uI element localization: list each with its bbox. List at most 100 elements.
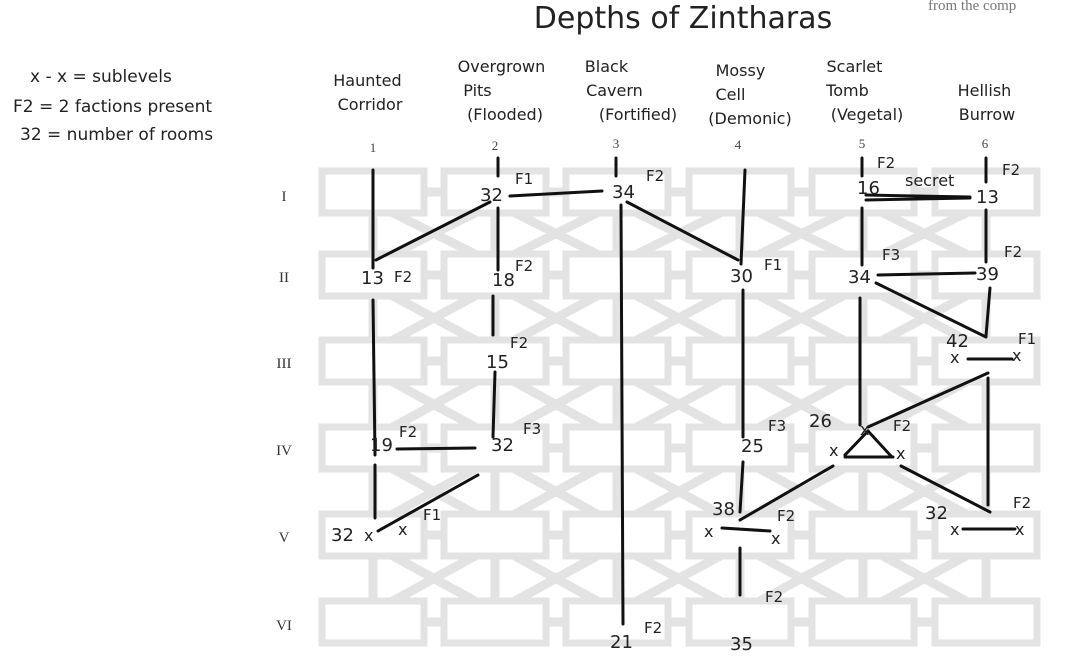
- connection-line: [866, 371, 990, 429]
- column-5-name: Scarlet Tomb (Vegetal): [825, 57, 903, 124]
- faction-tag: F3: [882, 246, 900, 264]
- grid-room-box: [685, 336, 795, 386]
- grid-room-box: [808, 336, 918, 386]
- faction-tag: F1: [764, 256, 782, 274]
- map-title: Depths of Zintharas: [534, 1, 832, 36]
- grid-room-box: [562, 336, 672, 386]
- grid-lattice-line: [512, 378, 600, 431]
- grid-lattice-line: [634, 552, 723, 605]
- faction-tag: F2: [877, 154, 895, 172]
- connection-line: [738, 464, 835, 522]
- room-count: 35: [730, 634, 753, 655]
- room-count: 30: [730, 266, 753, 287]
- grid-room-box: [685, 167, 795, 217]
- legend: x - x = sublevels F2 = 2 factions presen…: [13, 67, 213, 145]
- connection-line: [843, 429, 870, 457]
- grid-lattice-line: [634, 465, 723, 518]
- grid-lattice-line: [390, 208, 478, 259]
- room-count: 34: [848, 267, 871, 288]
- grid-lattice-line: [634, 378, 723, 431]
- column-1-name: Haunted Corridor: [333, 71, 406, 114]
- grid-lattice-line: [757, 378, 846, 431]
- row-label-3: III: [277, 356, 292, 372]
- column-number-4: 4: [735, 137, 742, 152]
- connection-line: [720, 526, 772, 533]
- faction-tag: F1: [423, 506, 441, 524]
- connection-line: [864, 196, 972, 202]
- grid-room-box: [440, 510, 550, 560]
- grid-room-box: [685, 250, 795, 300]
- room-count: 21: [610, 632, 633, 653]
- cropped-corner-text: from the comp: [928, 0, 1016, 14]
- grid-room-box: [808, 597, 918, 647]
- grid-room-box: [808, 423, 918, 473]
- legend-rooms: 32 = number of rooms: [20, 125, 213, 145]
- faction-tag: F2: [394, 268, 412, 286]
- grid-room-box: [562, 250, 672, 300]
- grid-lattice-line: [390, 292, 478, 344]
- room-count: 38: [712, 499, 735, 520]
- grid-lattice-line: [635, 208, 722, 259]
- faction-tag: F2: [1004, 243, 1022, 261]
- faction-tag: F2: [765, 588, 783, 606]
- grid-lattice-line: [758, 208, 845, 259]
- room-annotations: 32 F1 34 F2 16 F2 secret 13 F2 13 F2 18 …: [331, 154, 1036, 655]
- grid-room-box: [318, 597, 428, 647]
- sublevel-mark: x: [1015, 520, 1024, 539]
- grid-lattice-line: [757, 465, 846, 518]
- room-count: 19: [370, 435, 393, 456]
- faction-tag: F2: [515, 257, 533, 275]
- grid-room-box: [562, 510, 672, 560]
- column-4-name: Mossy Cell (Demonic): [708, 61, 791, 128]
- grid-lattice-line: [880, 552, 969, 605]
- faction-tag: F3: [768, 417, 786, 435]
- room-count: 32: [331, 525, 354, 546]
- grid-lattice-line: [512, 292, 600, 344]
- sublevel-mark: x: [950, 520, 959, 539]
- column-number-5: 5: [859, 136, 866, 151]
- column-2-name: Overgrown Pits (Flooded): [458, 57, 551, 124]
- connection-line: [874, 281, 988, 339]
- column-headers: Haunted Corridor Overgrown Pits (Flooded…: [333, 57, 1015, 128]
- room-count: 26: [809, 411, 832, 432]
- room-grid: [318, 167, 1041, 647]
- grid-lattice-line: [757, 292, 846, 344]
- sublevel-mark: x: [364, 526, 373, 545]
- sublevel-mark: x: [950, 348, 959, 367]
- column-number-6: 6: [982, 136, 989, 151]
- faction-tag: F2: [646, 167, 664, 185]
- row-label-6: VI: [276, 618, 292, 634]
- grid-lattice-line: [880, 292, 969, 344]
- sublevel-mark: x: [398, 520, 407, 539]
- room-count: 32: [480, 185, 503, 206]
- connection-line: [876, 271, 977, 277]
- grid-lattice-line: [390, 465, 478, 518]
- grid-room-box: [440, 167, 550, 217]
- connection-line: [619, 203, 625, 626]
- connection-line: [371, 298, 377, 457]
- grid-room-box: [562, 423, 672, 473]
- faction-tag: F2: [644, 619, 662, 637]
- row-labels: I II III IV V VI: [276, 189, 292, 634]
- column-3-name: Black Cavern (Fortified): [585, 57, 677, 124]
- faction-tag: F3: [523, 420, 541, 438]
- grid-room-box: [685, 423, 795, 473]
- connection-line: [984, 286, 992, 338]
- faction-tag: F2: [399, 423, 417, 441]
- room-count: 32: [491, 435, 514, 456]
- room-count: 25: [741, 436, 764, 457]
- grid-lattice-line: [512, 465, 600, 518]
- connection-lines: [371, 156, 1017, 626]
- sublevel-mark: x: [1012, 346, 1021, 365]
- legend-sublevels: x - x = sublevels: [30, 67, 172, 87]
- grid-room-box: [808, 510, 918, 560]
- grid-lattice-line: [512, 552, 600, 605]
- connection-line: [739, 168, 747, 266]
- room-count: 32: [925, 503, 948, 524]
- room-count: 15: [486, 352, 509, 373]
- faction-tag: F1: [1018, 330, 1036, 348]
- room-count: 39: [976, 264, 999, 285]
- faction-tag: F2: [1013, 494, 1031, 512]
- grid-room-box: [931, 510, 1041, 560]
- connection-line: [864, 193, 972, 199]
